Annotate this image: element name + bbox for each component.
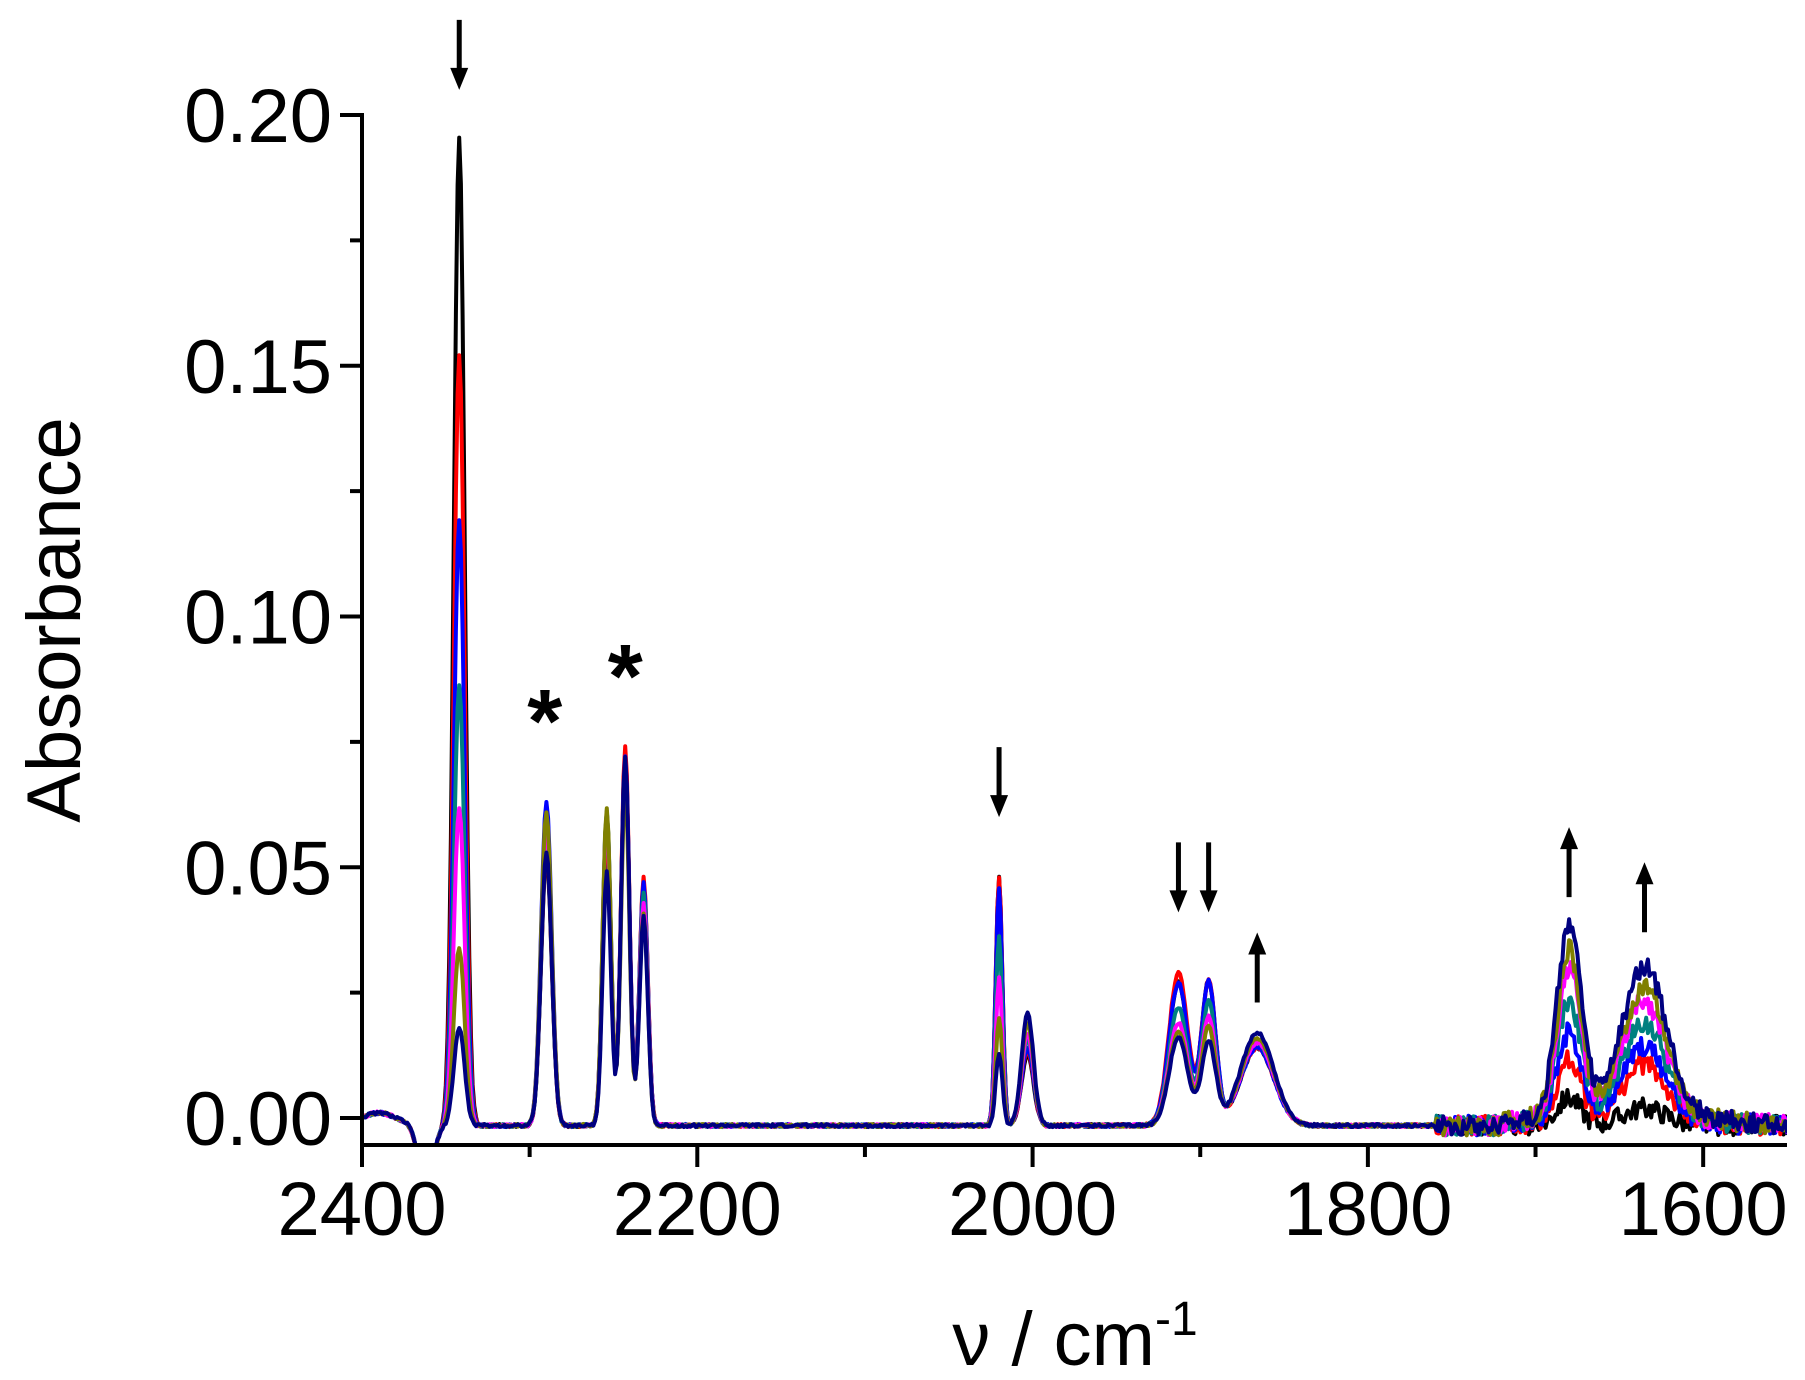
arrow-down-icon [450,19,469,90]
annotations: * * [450,19,1654,1003]
arrow-down-icon [990,747,1009,818]
arrow-up-icon [1560,827,1579,898]
y-tick-label: 0.10 [184,576,332,661]
tick-labels: 2400 2200 2000 1800 1600 0.00 0.05 0.10 0.15 0.20 [184,74,1788,1252]
y-tick-label: 0.05 [184,826,332,911]
arrow-up-icon [1635,862,1654,933]
spectrum-series-2 [362,353,1787,1145]
ticks [340,113,1706,1167]
arrow-up-icon [1248,932,1267,1003]
x-tick-label: 2200 [613,1167,782,1252]
axes [360,113,1787,1147]
arrow-down-icon [1169,842,1188,913]
x-tick-label: 2400 [277,1167,446,1252]
arrow-down-icon [1199,842,1218,913]
y-tick-label: 0.15 [184,325,332,410]
y-tick-label: 0.00 [184,1077,332,1162]
x-tick-label: 2000 [948,1167,1117,1252]
axis-frame [360,113,1787,1147]
star-annotation: * [527,672,562,772]
spectrum-series-1 [362,135,1787,1145]
spectrum-series-5 [362,764,1787,1145]
x-axis-label-superscript: -1 [1155,1293,1198,1346]
spectrum-series-7 [362,755,1787,1145]
y-tick-label: 0.20 [184,74,332,159]
x-tick-label: 1800 [1283,1167,1452,1252]
series-layer [362,135,1787,1145]
spectrum-series-3 [362,518,1787,1145]
y-axis-label: Absorbance [12,417,97,823]
x-tick-label: 1600 [1619,1167,1788,1252]
star-annotation: * [608,627,643,727]
x-axis-label: ν / cm-1 [952,1293,1197,1380]
x-axis-label-main: ν / cm [952,1297,1155,1380]
